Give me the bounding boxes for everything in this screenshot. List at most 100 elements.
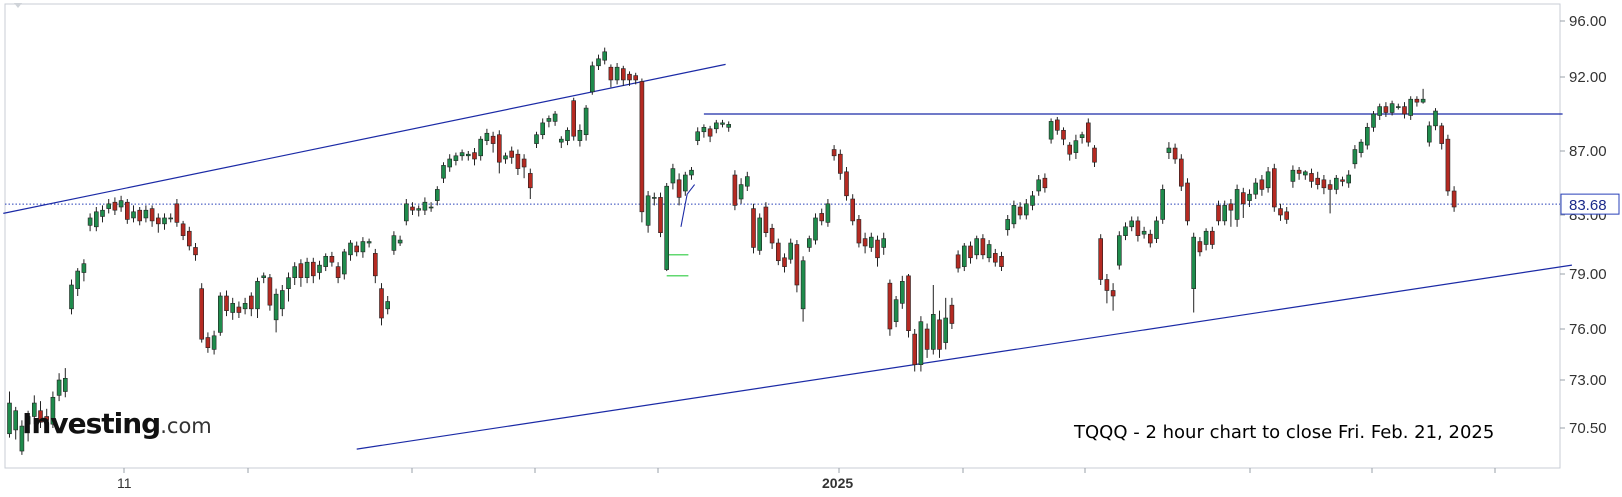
candle-body — [472, 152, 477, 160]
trendline-lower-support — [356, 264, 1572, 450]
candle-body — [100, 209, 105, 217]
candle-body — [261, 275, 267, 278]
candle-body — [143, 209, 149, 219]
candle-body — [707, 128, 713, 137]
candle-body — [1445, 138, 1451, 192]
candle-body — [602, 51, 608, 61]
candle-body — [1067, 144, 1072, 155]
candle-body — [397, 239, 403, 244]
candle-body — [453, 155, 459, 161]
candle-body — [992, 253, 998, 263]
candle-body — [1024, 203, 1029, 216]
candle-body — [422, 201, 428, 211]
candle-body — [813, 217, 818, 241]
candle-body — [385, 301, 391, 310]
candle-body — [193, 247, 198, 256]
candle-body — [1191, 236, 1196, 289]
candle-body — [1172, 147, 1178, 160]
candle-body — [69, 284, 74, 310]
time-tick-label: 11 — [117, 475, 132, 491]
candle-body — [645, 195, 651, 226]
candle-body — [447, 158, 453, 168]
candle-body — [1321, 179, 1327, 189]
candle-body — [1073, 140, 1079, 153]
candle-body — [348, 242, 353, 256]
candle-body — [565, 129, 570, 141]
candle-body — [38, 410, 43, 423]
candle-body — [1278, 208, 1283, 216]
corner-marker — [14, 3, 22, 8]
candle-body — [1135, 220, 1141, 236]
last-price-badge — [1560, 193, 1620, 215]
candle-body — [658, 197, 663, 233]
candle-body — [986, 244, 992, 259]
candle-body — [1234, 189, 1240, 220]
candle-body — [267, 277, 273, 306]
candle-body — [199, 288, 204, 340]
candle-body — [974, 238, 980, 256]
candle-body — [1179, 158, 1184, 187]
candle-body — [1247, 193, 1252, 201]
candle-body — [1365, 127, 1370, 146]
candle-body — [670, 168, 676, 184]
candle-body — [868, 236, 874, 248]
candle-body — [490, 135, 496, 144]
candle-body — [906, 275, 911, 332]
candle-body — [1036, 179, 1041, 192]
candle-body — [1340, 179, 1345, 182]
candle-body — [1334, 177, 1339, 190]
candle-body — [255, 281, 260, 310]
investing-logo: Investing.com — [22, 407, 212, 440]
candle-body — [825, 203, 831, 223]
candle-body — [292, 266, 298, 278]
candle-body — [999, 255, 1004, 267]
candle-body — [515, 153, 521, 169]
candle-body — [1414, 98, 1420, 103]
candle-body — [806, 238, 812, 248]
candle-body — [1098, 238, 1103, 280]
candle-body — [819, 213, 825, 222]
candle-body — [205, 337, 211, 348]
candle-body — [1086, 122, 1091, 143]
candle-body — [1166, 147, 1172, 153]
candle-body — [224, 295, 229, 311]
candle-body — [211, 335, 217, 350]
candle-body — [162, 217, 167, 225]
candle-body — [1346, 174, 1351, 184]
plot-frame — [4, 3, 1561, 469]
candle-body — [503, 155, 508, 160]
candle-body — [1055, 119, 1060, 131]
candle-body — [509, 150, 515, 158]
candle-body — [230, 303, 235, 313]
candle-body — [775, 242, 781, 262]
candle-body — [428, 206, 434, 209]
candle-body — [279, 290, 285, 310]
candle-body — [323, 255, 329, 267]
candle-body — [44, 416, 50, 421]
candle-body — [1272, 168, 1277, 208]
candle-body — [137, 209, 142, 222]
candle-body — [1315, 177, 1320, 185]
candle-body — [1265, 171, 1271, 189]
candle-body — [614, 66, 620, 81]
candle-body — [1396, 106, 1401, 108]
candle-body — [850, 198, 856, 222]
candle-body — [558, 138, 564, 143]
candle-body — [639, 81, 645, 213]
candle-body — [881, 238, 887, 248]
candle-body — [788, 242, 794, 260]
candle-body — [800, 260, 806, 310]
candle-body — [1160, 189, 1165, 220]
candle-body — [1383, 106, 1389, 113]
candle-body — [534, 134, 539, 144]
candle-body — [1389, 103, 1395, 113]
candle-body — [961, 245, 967, 267]
candle-body — [1402, 106, 1407, 115]
candle-body — [1216, 205, 1221, 222]
candle-body — [1309, 173, 1314, 182]
candle-body — [689, 169, 694, 176]
candle-body — [571, 100, 577, 137]
candle-body — [1408, 98, 1413, 116]
candle-body — [62, 377, 68, 392]
candle-body — [980, 238, 986, 256]
